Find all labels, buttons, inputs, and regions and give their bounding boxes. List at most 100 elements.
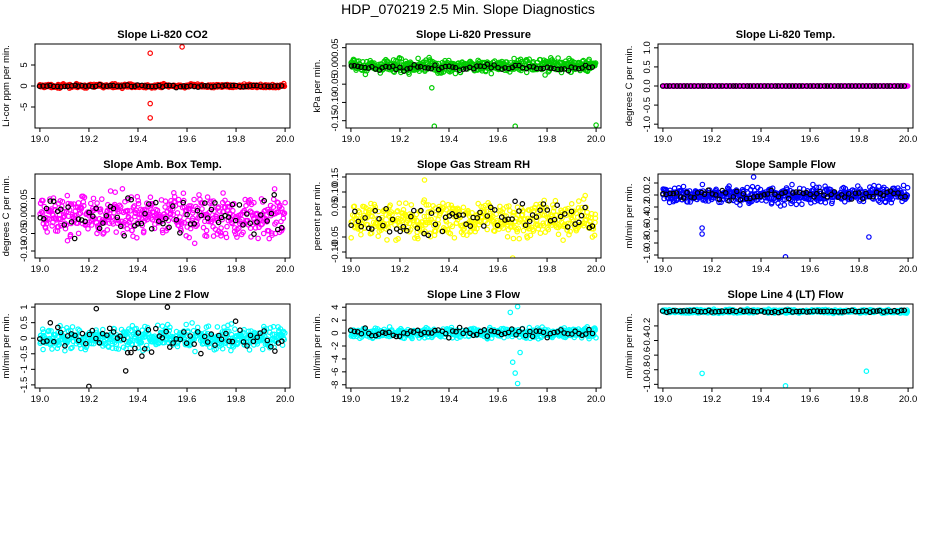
x-tick-label: 19.0 — [342, 134, 361, 145]
x-tick-label: 19.6 — [178, 264, 197, 275]
x-tick-label: 19.2 — [703, 264, 722, 275]
selected-point — [100, 220, 106, 226]
data-point — [112, 189, 119, 196]
selected-point — [386, 229, 393, 235]
selected-point — [558, 66, 565, 72]
data-point — [207, 344, 213, 351]
y-tick-label: -0.5 — [642, 97, 653, 113]
selected-point — [198, 212, 205, 219]
data-point — [159, 323, 166, 330]
selected-point — [792, 83, 799, 89]
selected-point — [449, 211, 456, 217]
selected-point — [589, 64, 596, 70]
data-point — [281, 210, 288, 217]
y-tick-label: -0.05 — [330, 73, 341, 95]
x-tick-label: 19.6 — [178, 394, 197, 405]
data-point — [202, 218, 208, 225]
selected-point — [86, 209, 92, 216]
y-tick-label: -0.15 — [330, 110, 341, 132]
selected-point — [407, 328, 414, 334]
selected-point — [69, 83, 75, 89]
selected-point — [800, 190, 807, 197]
selected-point — [117, 333, 123, 340]
selected-point — [817, 188, 823, 195]
data-point — [555, 231, 562, 238]
x-tick-label: 19.2 — [391, 264, 410, 275]
selected-point — [481, 326, 488, 333]
data-point — [282, 199, 288, 206]
selected-point — [57, 329, 64, 336]
selected-point — [779, 83, 785, 89]
selected-point — [901, 83, 908, 89]
selected-point — [372, 332, 379, 339]
selected-point — [254, 334, 261, 341]
selected-point — [191, 341, 198, 347]
selected-point — [110, 329, 117, 335]
data-point — [223, 234, 230, 241]
y-tick-label: 4 — [330, 305, 341, 310]
selected-point — [390, 332, 397, 339]
selected-point — [561, 211, 568, 217]
selected-point — [198, 83, 205, 89]
selected-point — [110, 205, 117, 212]
selected-point — [564, 224, 571, 230]
data-point — [684, 199, 691, 205]
selected-point — [866, 193, 873, 200]
data-point — [465, 207, 471, 214]
selected-point — [835, 83, 841, 89]
data-point — [135, 197, 142, 204]
y-tick-label: 0.0 — [642, 188, 653, 201]
x-tick-label: 19.0 — [342, 264, 361, 275]
selected-point — [376, 216, 382, 222]
data-point — [423, 202, 430, 208]
selected-point — [268, 210, 275, 217]
selected-point — [709, 191, 716, 197]
data-point — [413, 211, 420, 218]
selected-point — [733, 83, 739, 89]
selected-point — [743, 195, 750, 202]
selected-point — [782, 83, 789, 89]
data-point — [395, 236, 401, 242]
data-point — [58, 222, 64, 229]
selected-point — [747, 83, 754, 89]
data-point — [169, 206, 176, 212]
x-tick-label: 19.2 — [391, 134, 410, 145]
selected-point — [160, 220, 166, 227]
selected-point — [484, 61, 491, 67]
selected-point — [807, 191, 813, 198]
selected-point — [201, 333, 208, 340]
selected-point — [667, 190, 673, 197]
data-point — [191, 196, 197, 203]
y-tick-label: 1.0 — [642, 41, 653, 54]
selected-point — [512, 62, 519, 69]
selected-point — [727, 83, 733, 89]
selected-point — [737, 197, 744, 203]
selected-point — [96, 339, 103, 346]
data-point — [475, 57, 481, 64]
outlier-point — [428, 85, 435, 91]
x-tick-label: 20.0 — [899, 264, 918, 275]
data-point — [537, 56, 544, 63]
selected-point — [247, 220, 254, 227]
data-point — [232, 326, 238, 332]
selected-point — [368, 63, 375, 70]
y-tick-label: -0.6 — [642, 223, 653, 239]
data-point — [875, 183, 882, 190]
data-point — [147, 194, 154, 201]
x-tick-label: 19.8 — [538, 394, 557, 405]
data-point — [40, 346, 46, 353]
selected-point — [790, 190, 796, 196]
x-tick-label: 19.8 — [227, 264, 246, 275]
data-point — [511, 55, 517, 62]
selected-point — [47, 198, 54, 204]
data-point — [259, 346, 266, 353]
y-tick-label: -0.4 — [642, 332, 653, 348]
selected-point — [477, 209, 483, 216]
data-point — [479, 68, 485, 74]
selected-point — [585, 64, 592, 71]
x-tick-label: 19.8 — [850, 394, 869, 405]
y-tick-label: -6 — [330, 368, 341, 376]
figure-title: HDP_070219 2.5 Min. Slope Diagnostics — [341, 1, 595, 17]
data-point — [558, 69, 565, 76]
